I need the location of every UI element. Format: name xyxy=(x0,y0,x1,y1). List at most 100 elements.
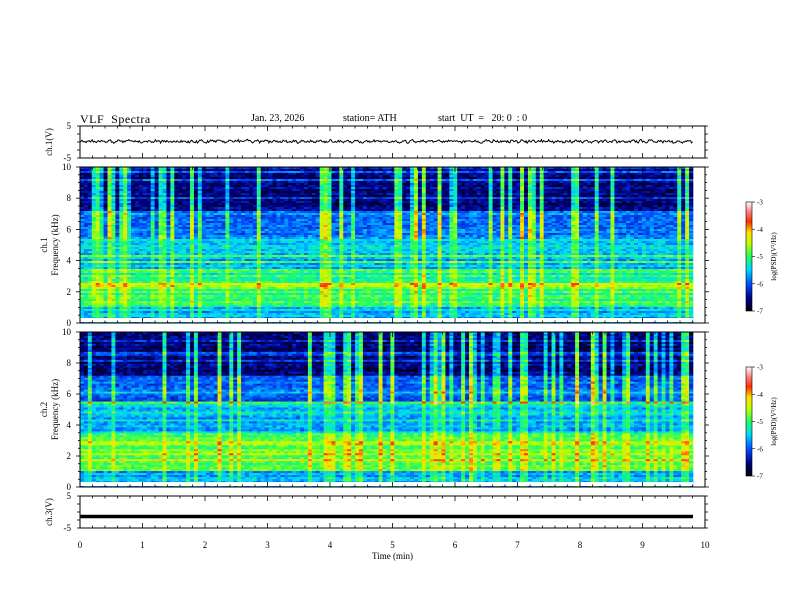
spectrogram-cell xyxy=(217,295,222,298)
spectrogram-cell xyxy=(233,255,238,258)
spectrogram-cell xyxy=(237,261,242,264)
spectrogram-column xyxy=(111,167,116,324)
spectrogram-cell xyxy=(296,211,301,214)
spectrogram-cell xyxy=(284,311,289,314)
spectrogram-cell xyxy=(260,227,265,230)
spectrogram-cell xyxy=(264,283,269,286)
spectrogram-cell xyxy=(205,201,210,204)
spectrogram-cell xyxy=(323,197,328,200)
spectrogram-cell xyxy=(303,231,309,234)
spectrogram-cell xyxy=(119,191,124,194)
spectrogram-cell xyxy=(170,273,175,276)
spectrogram-cell xyxy=(311,185,317,188)
spectrogram-cell xyxy=(256,297,262,300)
spectrogram-cell xyxy=(323,261,328,264)
spectrogram-cell xyxy=(241,241,246,244)
spectrogram-cell xyxy=(213,183,218,186)
spectrogram-cell xyxy=(146,217,152,220)
spectrogram-cell xyxy=(272,315,277,318)
spectrogram-cell xyxy=(276,175,281,178)
spectrogram-cell xyxy=(221,171,226,174)
spectrogram-cell xyxy=(170,181,175,184)
spectrogram-cell xyxy=(190,187,195,190)
spectrogram-cell xyxy=(237,237,242,240)
spectrogram-cell xyxy=(260,301,265,304)
spectrogram-cell xyxy=(178,291,183,294)
spectrogram-cell xyxy=(319,293,324,296)
spectrogram-cell xyxy=(284,257,289,260)
spectrogram-column xyxy=(205,167,210,324)
spectrogram-cell xyxy=(186,253,191,256)
spectrogram-cell xyxy=(166,267,171,270)
spectrogram-cell xyxy=(135,257,140,260)
spectrogram-cell xyxy=(221,231,226,234)
spectrogram-cell xyxy=(150,199,155,202)
spectrogram-cell xyxy=(323,201,328,204)
spectrogram-cell xyxy=(127,295,132,298)
spectrogram-cell xyxy=(276,223,281,226)
spectrogram-cell xyxy=(154,297,159,300)
spectrogram-cell xyxy=(292,213,297,216)
spectrogram-cell xyxy=(201,321,207,324)
spectrogram-cell xyxy=(225,191,230,194)
spectrogram-cell xyxy=(154,223,159,226)
spectrogram-cell xyxy=(193,309,199,312)
spectrogram-cell xyxy=(178,287,183,290)
spectrogram-cell xyxy=(323,233,328,236)
spectrogram-cell xyxy=(252,197,258,200)
spectrogram-cell xyxy=(300,269,305,272)
spectrogram-cell xyxy=(178,273,183,276)
spectrogram-cell xyxy=(174,253,179,256)
spectrogram-cell xyxy=(193,321,199,324)
spectrogram-cell xyxy=(107,229,112,232)
spectrogram-cell xyxy=(225,315,230,318)
spectrogram-cell xyxy=(217,285,222,288)
spectrogram-cell xyxy=(123,255,128,258)
spectrogram-cell xyxy=(103,297,108,300)
spectrogram-cell xyxy=(154,197,159,200)
spectrogram-cell xyxy=(91,175,97,178)
spectrogram-cell xyxy=(221,321,226,324)
spectrogram-cell xyxy=(170,241,175,244)
spectrogram-cell xyxy=(127,313,132,316)
spectrogram-cell xyxy=(115,219,120,222)
spectrogram-cell xyxy=(292,227,297,230)
spectrogram-cell xyxy=(303,219,309,222)
spectrogram-cell xyxy=(91,191,97,194)
spectrogram-cell xyxy=(296,231,301,234)
spectrogram-cell xyxy=(256,195,262,198)
spectrogram-cell xyxy=(256,199,262,202)
spectrogram-cell xyxy=(276,283,281,286)
spectrogram-cell xyxy=(292,209,297,212)
spectrogram-cell xyxy=(193,213,199,216)
spectrogram-cell xyxy=(174,245,179,248)
spectrogram-cell xyxy=(248,307,254,310)
spectrogram-cell xyxy=(323,313,328,316)
spectrogram-cell xyxy=(229,187,234,190)
spectrogram-cell xyxy=(154,275,159,278)
spectrogram-cell xyxy=(323,177,328,180)
spectrogram-cell xyxy=(272,291,277,294)
spectrogram-cell xyxy=(225,217,230,220)
spectrogram-cell xyxy=(311,213,317,216)
spectrogram-cell xyxy=(233,265,238,268)
spectrogram-cell xyxy=(135,229,140,232)
spectrogram-cell xyxy=(182,299,187,302)
spectrogram-cell xyxy=(248,269,254,272)
spectrogram-cell xyxy=(327,183,332,186)
spectrogram-cell xyxy=(80,275,85,278)
spectrogram-cell xyxy=(276,179,281,182)
spectrogram-cell xyxy=(87,249,93,252)
spectrogram-cell xyxy=(186,261,191,264)
spectrogram-cell xyxy=(182,259,187,262)
spectrogram-cell xyxy=(260,193,265,196)
spectrogram-cell xyxy=(256,243,262,246)
spectrogram-cell xyxy=(87,259,93,262)
spectrogram-cell xyxy=(178,227,183,230)
spectrogram-cell xyxy=(138,275,144,278)
spectrogram-cell xyxy=(119,215,124,218)
spectrogram-cell xyxy=(233,237,238,240)
spectrogram-cell xyxy=(296,249,301,252)
spectrogram-cell xyxy=(190,261,195,264)
spectrogram-cell xyxy=(272,283,277,286)
